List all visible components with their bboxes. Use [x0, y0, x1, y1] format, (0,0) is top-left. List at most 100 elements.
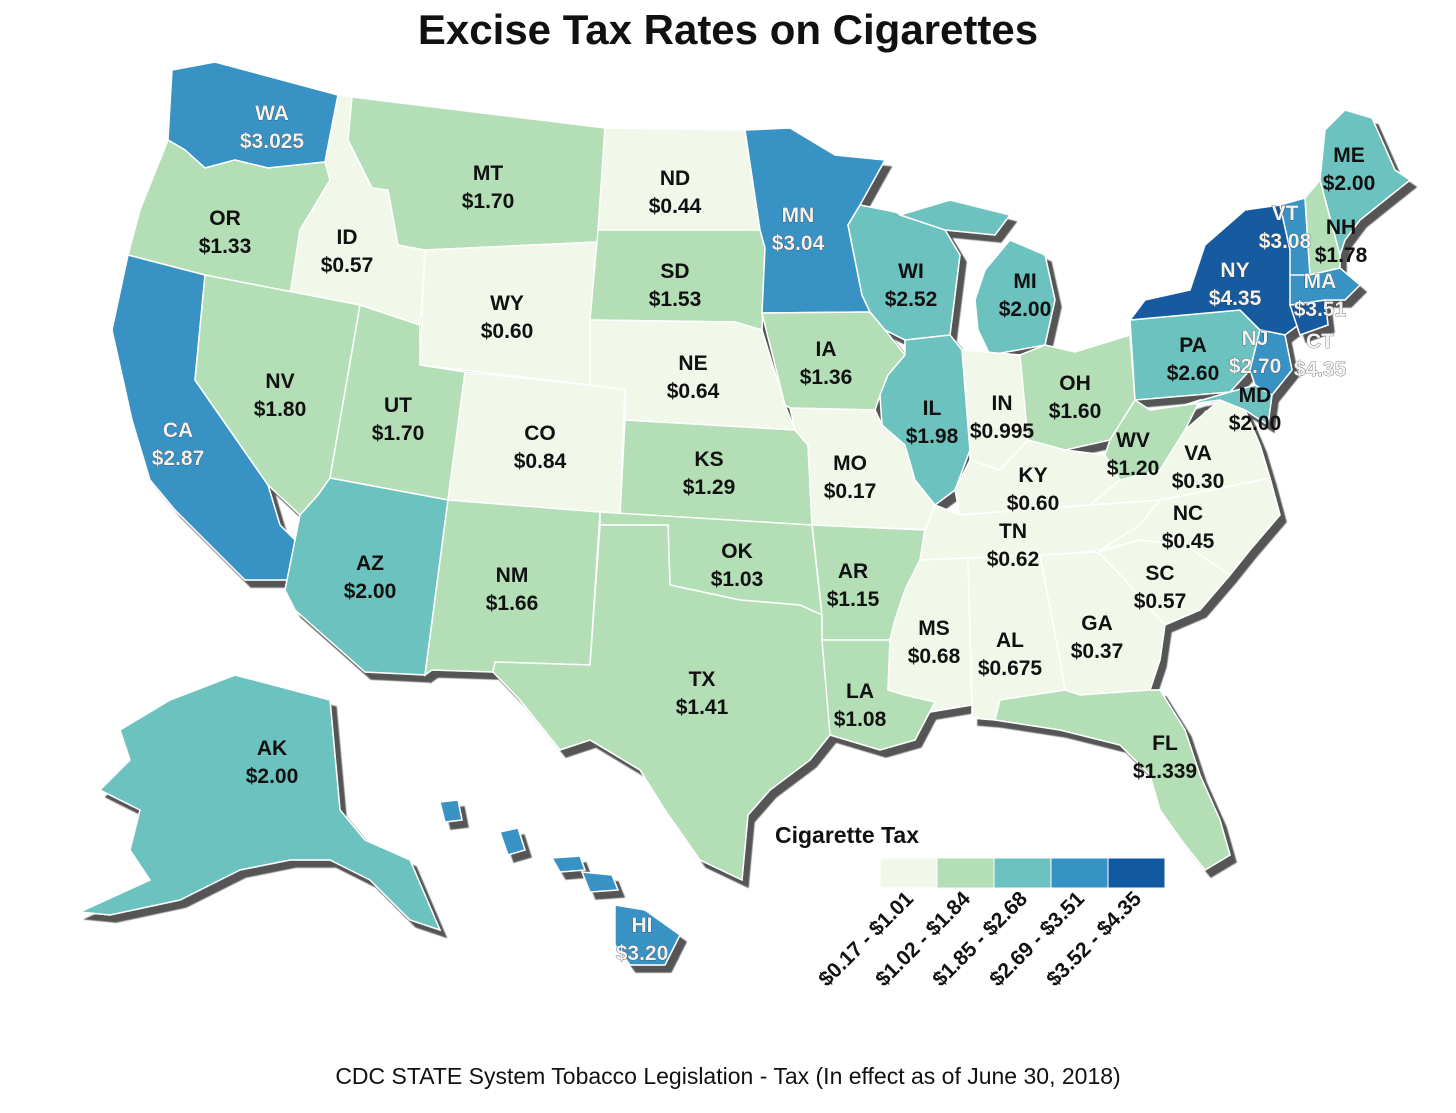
state-rate-nv: $1.80: [254, 398, 307, 421]
state-rate-mn: $3.04: [772, 232, 825, 255]
state-label-la: LA: [846, 680, 874, 703]
state-rate-nh: $1.78: [1315, 244, 1368, 267]
state-label-md: MD: [1239, 384, 1272, 407]
state-rate-al: $0.675: [978, 657, 1043, 680]
state-label-co: CO: [524, 422, 556, 445]
state-label-mt: MT: [473, 162, 503, 185]
state-me: [1319, 109, 1412, 258]
state-rate-co: $0.84: [514, 450, 567, 473]
state-label-ar: AR: [838, 560, 868, 583]
state-rate-tn: $0.62: [987, 548, 1040, 571]
state-rate-la: $1.08: [834, 708, 887, 731]
state-rate-wi: $2.52: [885, 288, 938, 311]
state-rate-nj: $2.70: [1229, 355, 1282, 378]
state-rate-ia: $1.36: [800, 366, 853, 389]
state-label-tn: TN: [999, 520, 1027, 543]
state-hi: [439, 799, 681, 966]
state-rate-ok: $1.03: [711, 568, 764, 591]
state-rate-ne: $0.64: [667, 380, 720, 403]
legend-swatch-2: [936, 857, 995, 889]
state-rate-mo: $0.17: [824, 480, 877, 503]
state-label-nv: NV: [265, 370, 294, 393]
state-az: [284, 477, 449, 676]
state-rate-me: $2.00: [1323, 172, 1376, 195]
state-rate-ks: $1.29: [683, 476, 736, 499]
state-label-ne: NE: [678, 352, 707, 375]
state-rate-va: $0.30: [1172, 470, 1225, 493]
state-label-az: AZ: [356, 552, 384, 575]
state-label-ga: GA: [1081, 612, 1113, 635]
state-label-mn: MN: [782, 204, 815, 227]
state-label-wi: WI: [898, 260, 924, 283]
state-label-ny: NY: [1220, 259, 1249, 282]
state-fl: [994, 689, 1231, 871]
state-label-nd: ND: [660, 167, 690, 190]
state-rate-wa: $3.025: [240, 130, 305, 153]
state-rate-nd: $0.44: [649, 195, 702, 218]
state-label-ca: CA: [163, 419, 193, 442]
state-rate-vt: $3.08: [1259, 230, 1312, 253]
state-rate-ms: $0.68: [908, 645, 961, 668]
state-rate-hi: $3.20: [616, 942, 669, 965]
state-rate-ga: $0.37: [1071, 640, 1124, 663]
state-label-mi: MI: [1013, 270, 1036, 293]
state-label-il: IL: [923, 397, 942, 420]
state-rate-in: $0.995: [970, 420, 1035, 443]
state-tx: [492, 524, 831, 882]
state-label-id: ID: [337, 226, 358, 249]
state-rate-or: $1.33: [199, 235, 252, 258]
state-label-wv: WV: [1116, 429, 1150, 452]
state-label-ks: KS: [694, 448, 723, 471]
state-rate-ut: $1.70: [372, 422, 425, 445]
legend-swatch-5: [1107, 857, 1166, 889]
state-rate-sc: $0.57: [1134, 590, 1187, 613]
legend: $0.17 - $1.01$1.02 - $1.84$1.85 - $2.68$…: [814, 857, 1166, 991]
state-rate-az: $2.00: [344, 580, 397, 603]
state-ak: [77, 674, 442, 932]
state-rate-sd: $1.53: [649, 288, 702, 311]
state-label-in: IN: [992, 392, 1013, 415]
legend-swatch-1: [879, 857, 938, 889]
state-label-al: AL: [996, 629, 1024, 652]
state-rate-tx: $1.41: [676, 696, 729, 719]
state-label-nm: NM: [496, 564, 529, 587]
state-label-ak: AK: [257, 737, 287, 760]
legend-swatch-4: [1050, 857, 1109, 889]
state-rate-nm: $1.66: [486, 592, 539, 615]
state-rate-ct: $4.35: [1294, 358, 1347, 381]
legend-swatch-3: [993, 857, 1052, 889]
state-label-va: VA: [1184, 442, 1212, 465]
state-label-me: ME: [1333, 144, 1365, 167]
state-rate-ky: $0.60: [1007, 492, 1060, 515]
legend-title: Cigarette Tax: [775, 822, 920, 848]
state-rate-mt: $1.70: [462, 190, 515, 213]
state-rate-wy: $0.60: [481, 320, 534, 343]
state-label-nh: NH: [1326, 216, 1356, 239]
state-label-vt: VT: [1272, 202, 1299, 225]
state-label-ky: KY: [1018, 464, 1047, 487]
state-rate-wv: $1.20: [1107, 457, 1160, 480]
state-label-ia: IA: [816, 338, 837, 361]
state-label-ok: OK: [721, 540, 753, 563]
state-rate-ny: $4.35: [1209, 287, 1262, 310]
state-rate-oh: $1.60: [1049, 400, 1102, 423]
state-nh: [1304, 178, 1341, 276]
state-vt: [1279, 197, 1311, 276]
state-co: [447, 371, 626, 516]
state-rate-ca: $2.87: [152, 447, 205, 470]
state-label-ut: UT: [384, 394, 412, 417]
state-label-or: OR: [209, 207, 241, 230]
state-rate-ak: $2.00: [246, 765, 299, 788]
state-rate-il: $1.98: [906, 425, 959, 448]
map-title: Excise Tax Rates on Cigarettes: [417, 6, 1039, 53]
state-rate-ma: $3.51: [1294, 298, 1347, 321]
state-label-mo: MO: [833, 452, 867, 475]
state-label-nc: NC: [1173, 502, 1203, 525]
state-rate-ar: $1.15: [827, 588, 880, 611]
state-label-ma: MA: [1304, 270, 1337, 293]
source-note: CDC STATE System Tobacco Legislation - T…: [335, 1063, 1121, 1089]
state-rate-nc: $0.45: [1162, 530, 1215, 553]
state-label-wa: WA: [255, 102, 289, 125]
state-label-ct: CT: [1306, 330, 1334, 353]
